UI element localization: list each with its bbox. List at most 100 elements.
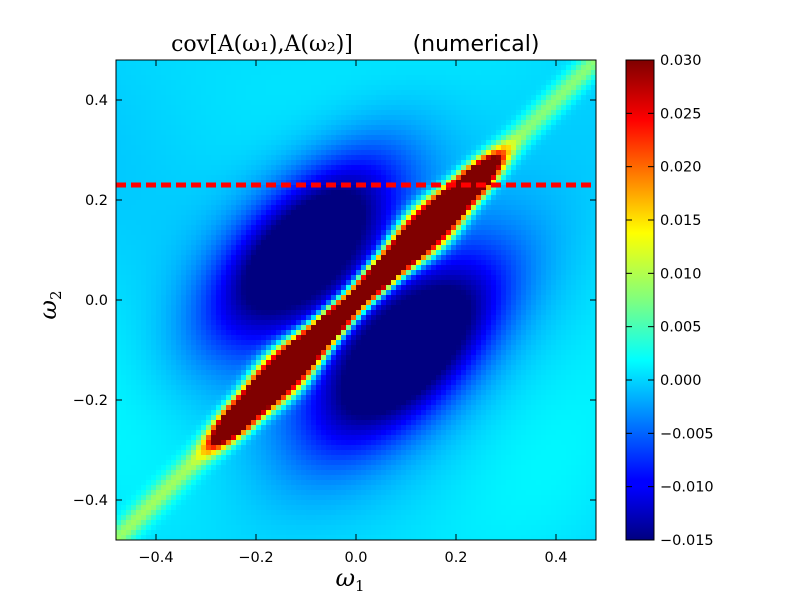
heatmap-cell	[141, 165, 147, 171]
heatmap-cell	[336, 505, 342, 511]
heatmap-cell	[296, 380, 302, 386]
heatmap-cell	[171, 530, 177, 536]
heatmap-cell	[236, 395, 242, 401]
heatmap-cell	[171, 120, 177, 126]
heatmap-cell	[126, 365, 132, 371]
heatmap-cell	[306, 370, 312, 376]
heatmap-cell	[336, 85, 342, 91]
heatmap-cell	[221, 325, 227, 331]
heatmap-cell	[351, 145, 357, 151]
heatmap-cell	[276, 75, 282, 81]
heatmap-cell	[216, 275, 222, 281]
heatmap-cell	[131, 300, 137, 306]
heatmap-cell	[306, 225, 312, 231]
heatmap-cell	[241, 435, 247, 441]
heatmap-cell	[281, 270, 287, 276]
heatmap-cell	[276, 145, 282, 151]
heatmap-cell	[171, 490, 177, 496]
heatmap-cell	[181, 175, 187, 181]
heatmap-cell	[231, 520, 237, 526]
heatmap-cell	[306, 450, 312, 456]
heatmap-cell	[321, 280, 327, 286]
heatmap-cell	[371, 445, 377, 451]
heatmap-cell	[216, 355, 222, 361]
heatmap-cell	[341, 235, 347, 241]
heatmap-cell	[341, 260, 347, 266]
heatmap-cell	[311, 375, 317, 381]
heatmap-cell	[301, 70, 307, 76]
heatmap-cell	[166, 155, 172, 161]
heatmap-cell	[161, 100, 167, 106]
heatmap-cell	[291, 115, 297, 121]
heatmap-cell	[116, 525, 122, 531]
heatmap-cell	[346, 85, 352, 91]
heatmap-cell	[206, 395, 212, 401]
heatmap-cell	[181, 270, 187, 276]
heatmap-cell	[321, 75, 327, 81]
heatmap-cell	[321, 100, 327, 106]
heatmap-cell	[211, 120, 217, 126]
heatmap-cell	[146, 475, 152, 481]
heatmap-cell	[201, 300, 207, 306]
heatmap-cell	[121, 335, 127, 341]
heatmap-cell	[231, 375, 237, 381]
heatmap-cell	[366, 460, 372, 466]
heatmap-cell	[301, 305, 307, 311]
heatmap-cell	[291, 100, 297, 106]
heatmap-cell	[311, 535, 317, 540]
heatmap-cell	[281, 460, 287, 466]
heatmap-cell	[261, 240, 267, 246]
heatmap-cell	[261, 425, 267, 431]
heatmap-cell	[361, 475, 367, 481]
heatmap-cell	[151, 415, 157, 421]
heatmap-cell	[201, 100, 207, 106]
heatmap-cell	[321, 355, 327, 361]
heatmap-cell	[211, 450, 217, 456]
heatmap-cell	[191, 500, 197, 506]
heatmap-cell	[361, 375, 367, 381]
heatmap-cell	[211, 80, 217, 86]
heatmap-cell	[356, 225, 362, 231]
heatmap-cell	[226, 350, 232, 356]
heatmap-cell	[216, 445, 222, 451]
heatmap-cell	[196, 475, 202, 481]
heatmap-cell	[301, 260, 307, 266]
heatmap-cell	[251, 360, 257, 366]
heatmap-cell	[286, 520, 292, 526]
heatmap-cell	[346, 290, 352, 296]
heatmap-cell	[271, 190, 277, 196]
heatmap-cell	[151, 290, 157, 296]
heatmap-cell	[256, 130, 262, 136]
heatmap-cell	[361, 165, 367, 171]
heatmap-cell	[121, 465, 127, 471]
heatmap-cell	[341, 470, 347, 476]
heatmap-cell	[226, 265, 232, 271]
heatmap-cell	[361, 455, 367, 461]
heatmap-cell	[166, 190, 172, 196]
heatmap-cell	[321, 70, 327, 76]
heatmap-cell	[266, 130, 272, 136]
heatmap-cell	[261, 500, 267, 506]
heatmap-cell	[291, 450, 297, 456]
heatmap-cell	[161, 320, 167, 326]
heatmap-cell	[236, 255, 242, 261]
heatmap-cell	[251, 325, 257, 331]
heatmap-cell	[326, 510, 332, 516]
heatmap-cell	[301, 255, 307, 261]
heatmap-cell	[361, 130, 367, 136]
heatmap-cell	[256, 185, 262, 191]
heatmap-cell	[316, 290, 322, 296]
heatmap-cell	[266, 390, 272, 396]
heatmap-cell	[131, 215, 137, 221]
heatmap-cell	[166, 95, 172, 101]
heatmap-cell	[336, 455, 342, 461]
heatmap-cell	[186, 335, 192, 341]
heatmap-cell	[126, 350, 132, 356]
heatmap-cell	[341, 215, 347, 221]
heatmap-cell	[286, 75, 292, 81]
heatmap-cell	[286, 420, 292, 426]
heatmap-cell	[261, 350, 267, 356]
heatmap-cell	[146, 225, 152, 231]
heatmap-cell	[286, 515, 292, 521]
heatmap-cell	[141, 415, 147, 421]
